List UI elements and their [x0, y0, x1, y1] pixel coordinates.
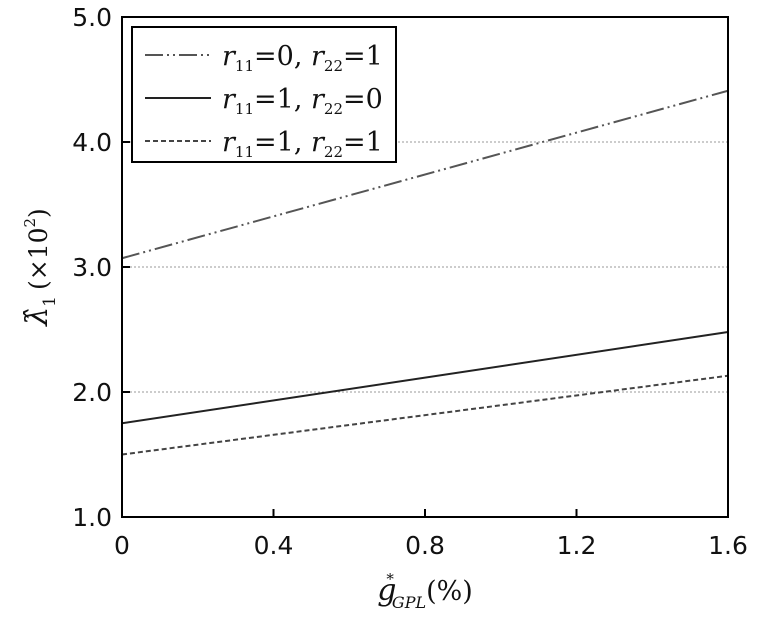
- series-line-2: [121, 374, 729, 456]
- y-axis-label-main: λ̂: [20, 307, 55, 327]
- series-line-1: [121, 331, 729, 425]
- x-tick-label-3: 1.2: [557, 531, 597, 560]
- y-axis-label-unit: (×10: [24, 227, 53, 290]
- x-tick-label-0: 0: [114, 531, 130, 560]
- gridlines: [122, 141, 728, 393]
- legend: r11=0, r22=1 r11=1, r22=0 r11=1, r22=1: [131, 26, 397, 163]
- y-axis-label: λ̂1 (×102): [20, 208, 60, 327]
- axis-ticks: 0 0.4 0.8 1.2 1.6 1.0 2.0 3.0 4.0 5.0: [72, 3, 748, 560]
- y-axis-label-close: ): [24, 208, 53, 218]
- x-axis-label-unit: (%): [426, 576, 473, 607]
- x-axis-label: g* GPL(%): [377, 570, 473, 612]
- series-line-0: [121, 89, 729, 260]
- y-tick-label-2: 3.0: [72, 253, 112, 282]
- x-axis-label-sup: *: [386, 570, 394, 588]
- legend-box: [131, 26, 397, 163]
- y-axis-label-exp: 2: [21, 218, 39, 228]
- y-tick-label-0: 1.0: [72, 503, 112, 532]
- x-axis-label-main: g: [377, 573, 396, 608]
- y-tick-label-3: 4.0: [72, 128, 112, 157]
- legend-label-2: r11=1, r22=1: [222, 127, 383, 161]
- x-tick-label-4: 1.6: [708, 531, 748, 560]
- x-tick-label-2: 0.8: [405, 531, 445, 560]
- series-lines: [121, 89, 729, 456]
- x-axis-label-sub: GPL: [392, 593, 426, 612]
- legend-label-1: r11=1, r22=0: [222, 84, 383, 118]
- y-tick-label-4: 5.0: [72, 3, 112, 32]
- legend-label-0: r11=0, r22=1: [222, 41, 383, 75]
- y-axis-label-sub: 1: [40, 296, 60, 307]
- y-tick-label-1: 2.0: [72, 378, 112, 407]
- x-tick-label-1: 0.4: [254, 531, 294, 560]
